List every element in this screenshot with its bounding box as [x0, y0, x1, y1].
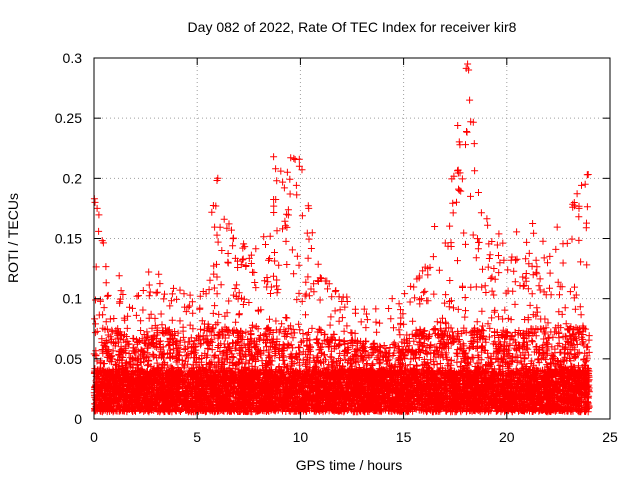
y-tick-label: 0.15: [55, 231, 82, 247]
y-tick-label: 0.2: [63, 170, 83, 186]
x-axis: 0 5 10 15 20 25: [90, 58, 618, 445]
x-tick-label: 5: [193, 429, 201, 445]
y-axis: 0 0.05 0.1 0.15 0.2 0.25 0.3: [55, 50, 610, 427]
x-tick-label: 15: [396, 429, 412, 445]
x-axis-label: GPS time / hours: [296, 457, 403, 473]
y-tick-label: 0: [74, 411, 82, 427]
x-tick-label: 10: [293, 429, 309, 445]
data-points: [90, 60, 593, 416]
y-tick-label: 0.25: [55, 110, 82, 126]
y-axis-label: ROTI / TECUs: [5, 193, 21, 283]
x-tick-label: 0: [90, 429, 98, 445]
y-tick-label: 0.3: [63, 50, 83, 66]
chart-title: Day 082 of 2022, Rate Of TEC Index for r…: [188, 19, 517, 35]
x-tick-label: 25: [602, 429, 618, 445]
y-tick-label: 0.1: [63, 291, 83, 307]
x-tick-label: 20: [499, 429, 515, 445]
roti-scatter-points: [90, 60, 593, 416]
y-tick-label: 0.05: [55, 351, 82, 367]
